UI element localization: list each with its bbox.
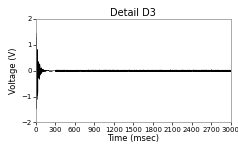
Title: Detail D3: Detail D3	[110, 8, 156, 18]
X-axis label: Time (msec): Time (msec)	[107, 134, 159, 143]
Y-axis label: Voltage (V): Voltage (V)	[9, 47, 18, 94]
